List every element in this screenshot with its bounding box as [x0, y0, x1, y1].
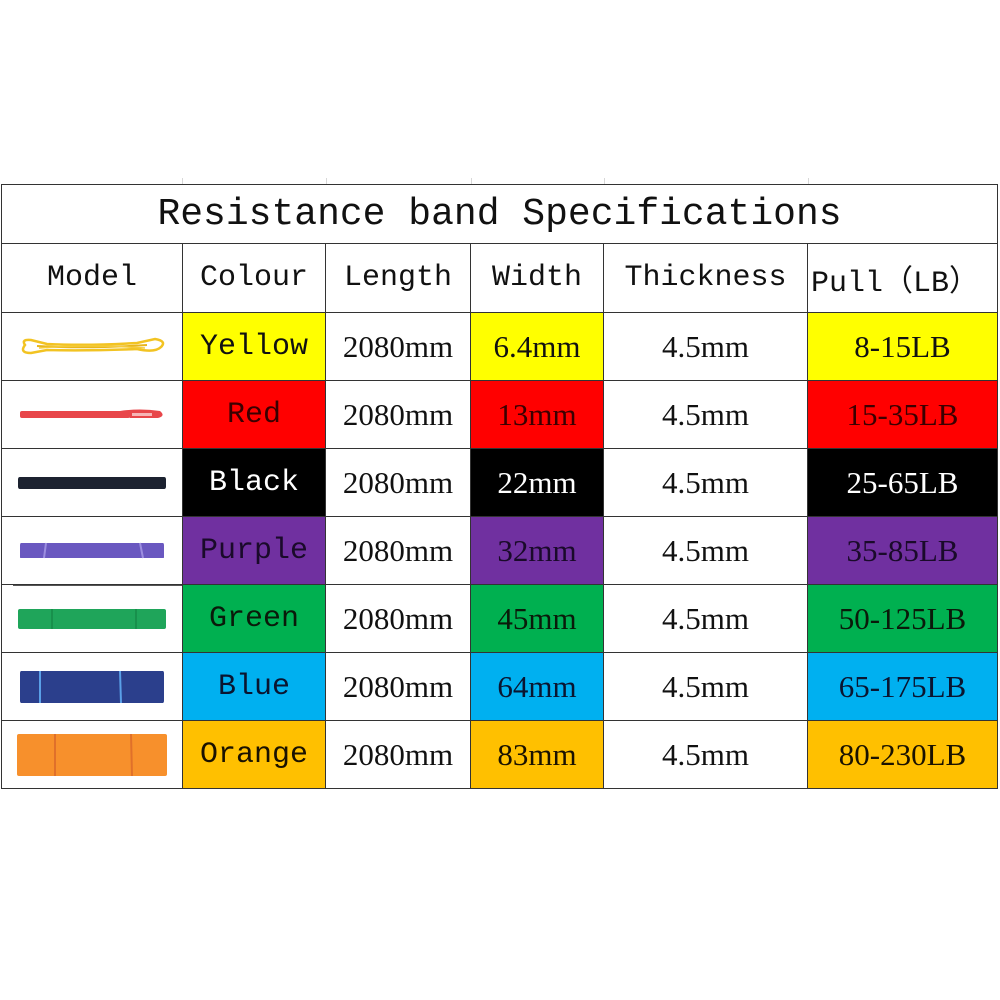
length-cell: 2080mm	[325, 516, 471, 585]
pull-cell: 25-65LB	[807, 448, 998, 517]
thickness-cell: 4.5mm	[603, 584, 808, 653]
width-cell: 13mm	[470, 380, 604, 449]
spec-table: Resistance band Specifications Model Col…	[1, 184, 998, 789]
model-cell	[1, 448, 183, 517]
width-cell: 6.4mm	[470, 312, 604, 381]
pull-cell: 65-175LB	[807, 652, 998, 721]
row-divider	[13, 585, 182, 586]
purple-band-icon	[20, 542, 164, 558]
header-width: Width	[470, 243, 604, 313]
table-row: Yellow 2080mm 6.4mm 4.5mm 8-15LB	[1, 312, 998, 381]
thickness-cell: 4.5mm	[603, 380, 808, 449]
width-cell: 83mm	[470, 720, 604, 789]
grid-tick	[326, 178, 327, 184]
model-cell	[1, 584, 183, 653]
red-band-icon	[20, 409, 163, 418]
header-model: Model	[1, 243, 183, 313]
width-cell: 64mm	[470, 652, 604, 721]
thickness-cell: 4.5mm	[603, 720, 808, 789]
model-cell	[1, 720, 183, 789]
width-cell: 22mm	[470, 448, 604, 517]
pull-cell: 15-35LB	[807, 380, 998, 449]
colour-cell: Black	[182, 448, 326, 517]
length-cell: 2080mm	[325, 720, 471, 789]
length-cell: 2080mm	[325, 380, 471, 449]
table-title: Resistance band Specifications	[1, 184, 998, 244]
grid-tick	[808, 178, 809, 184]
colour-cell: Orange	[182, 720, 326, 789]
header-pull: Pull（LB）	[807, 243, 998, 313]
pull-cell: 50-125LB	[807, 584, 998, 653]
grid-tick	[471, 178, 472, 184]
table-row: Red 2080mm 13mm 4.5mm 15-35LB	[1, 380, 998, 449]
orange-band-icon	[17, 733, 167, 776]
length-cell: 2080mm	[325, 312, 471, 381]
model-cell	[1, 516, 183, 585]
length-cell: 2080mm	[325, 584, 471, 653]
thickness-cell: 4.5mm	[603, 312, 808, 381]
header-colour: Colour	[182, 243, 326, 313]
colour-cell: Yellow	[182, 312, 326, 381]
length-cell: 2080mm	[325, 652, 471, 721]
green-band-icon	[18, 608, 166, 629]
thickness-cell: 4.5mm	[603, 448, 808, 517]
header-length: Length	[325, 243, 471, 313]
table-row: Blue 2080mm 64mm 4.5mm 65-175LB	[1, 652, 998, 721]
thickness-cell: 4.5mm	[603, 516, 808, 585]
colour-cell: Blue	[182, 652, 326, 721]
pull-cell: 8-15LB	[807, 312, 998, 381]
grid-tick	[604, 178, 605, 184]
width-cell: 32mm	[470, 516, 604, 585]
pull-cell: 35-85LB	[807, 516, 998, 585]
blue-band-icon	[20, 670, 164, 703]
table-row: Purple 2080mm 32mm 4.5mm 35-85LB	[1, 516, 998, 585]
colour-cell: Red	[182, 380, 326, 449]
table-row: Green 2080mm 45mm 4.5mm 50-125LB	[1, 584, 998, 653]
pull-cell: 80-230LB	[807, 720, 998, 789]
model-cell	[1, 380, 183, 449]
table-row: Orange 2080mm 83mm 4.5mm 80-230LB	[1, 720, 998, 789]
width-cell: 45mm	[470, 584, 604, 653]
model-cell	[1, 312, 183, 381]
black-band-icon	[18, 476, 166, 489]
table-row: Black 2080mm 22mm 4.5mm 25-65LB	[1, 448, 998, 517]
yellow-band-icon	[21, 337, 165, 354]
title-row: Resistance band Specifications	[1, 184, 998, 244]
colour-cell: Green	[182, 584, 326, 653]
length-cell: 2080mm	[325, 448, 471, 517]
header-row: Model Colour Length Width Thickness Pull…	[1, 243, 998, 313]
model-cell	[1, 652, 183, 721]
colour-cell: Purple	[182, 516, 326, 585]
grid-tick	[182, 178, 183, 184]
header-thickness: Thickness	[603, 243, 808, 313]
thickness-cell: 4.5mm	[603, 652, 808, 721]
